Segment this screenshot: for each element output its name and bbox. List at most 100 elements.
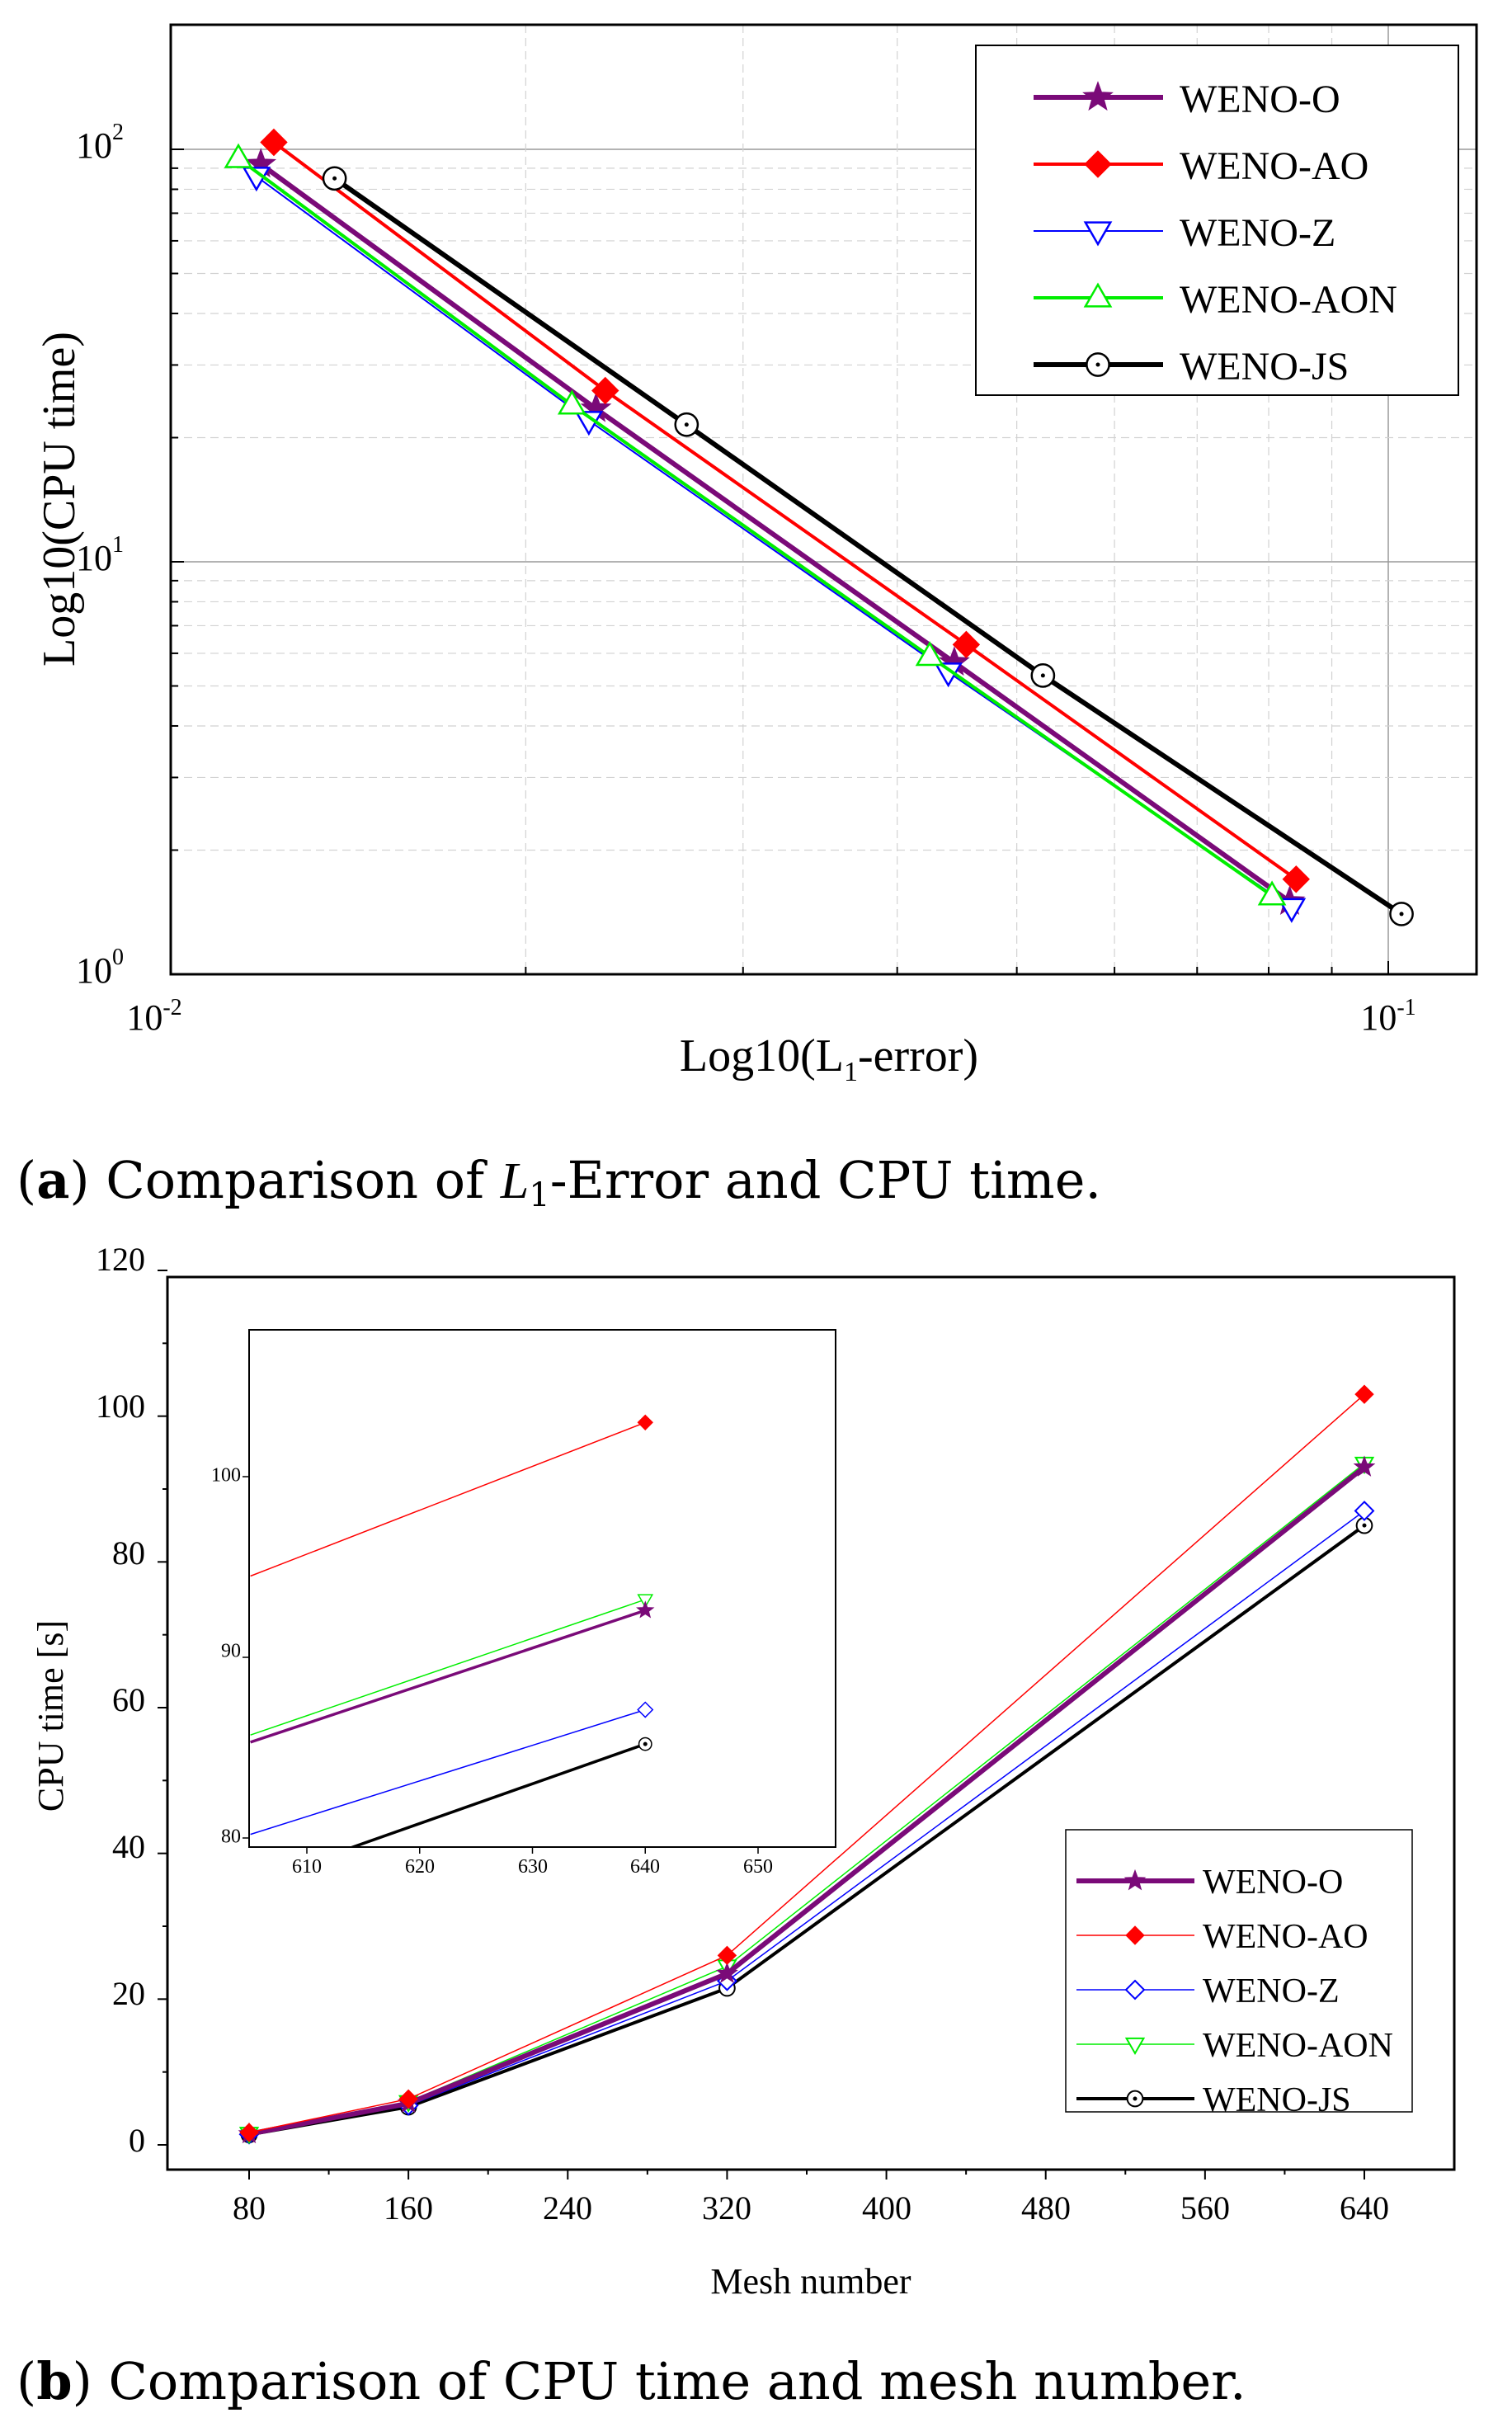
panel-b-xtick-label: 480 <box>1021 2189 1071 2227</box>
panel-b-legend-samples <box>1076 1869 1194 2108</box>
inset-tick-marks <box>243 1476 759 1854</box>
data-point-weno-js <box>322 166 347 191</box>
marker-diamond-shape <box>637 1414 653 1431</box>
legend-marker-weno-z <box>1083 221 1113 247</box>
legend-marker-weno-ao <box>1084 150 1112 178</box>
marker-circle-dot <box>1095 362 1100 367</box>
data-point-weno-aon <box>915 641 944 667</box>
inset-series-weno-ao <box>250 1414 653 1577</box>
marker-diamond-shape <box>1084 150 1112 178</box>
panel-b-xtick-label: 320 <box>702 2189 751 2227</box>
marker-circle-dot <box>1133 2096 1138 2101</box>
marker-diamond-shape <box>717 1945 737 1966</box>
marker-star-shape <box>1082 81 1114 111</box>
panel-b-y-axis-label: CPU time [s] <box>31 1620 71 1812</box>
marker-triangle-up-shape <box>1083 282 1113 308</box>
marker-star-shape <box>1123 1869 1147 1891</box>
data-point-weno-ao <box>398 2089 418 2109</box>
inset-point-weno-o <box>636 1600 655 1619</box>
series-line-weno-ao <box>272 140 1298 881</box>
caption-b: (b) Comparison of CPU time and mesh numb… <box>16 2351 1246 2411</box>
marker-star-shape <box>716 1962 738 1983</box>
inset-xtick-label: 640 <box>630 1856 660 1878</box>
panel-a-legend: WENO-O WENO-AO WENO-Z WENO-AON WENO-JS <box>975 45 1459 396</box>
panel-b-xtick-label: 400 <box>862 2189 911 2227</box>
series-line-weno-aon <box>237 157 1274 898</box>
legend-entry-weno-aon: WENO-AON <box>1180 278 1397 322</box>
inset-xtick-label: 610 <box>292 1856 322 1878</box>
inset-xtick-label: 620 <box>405 1856 435 1878</box>
panel-a-y-axis-label: Log10(CPU time) <box>34 332 85 667</box>
series-line-weno-ao <box>248 1393 1365 2133</box>
marker-triangle-down-shape <box>242 167 271 192</box>
panel-b-xtick-label: 240 <box>543 2189 592 2227</box>
inset-series-weno-js <box>348 1737 652 1847</box>
panel-b-ytick-label: 80 <box>112 1534 145 1572</box>
panel-a-plot-frame <box>169 23 1478 976</box>
legend-entry-weno-o: WENO-O <box>1203 1864 1343 1902</box>
panel-b-plot-frame <box>166 1275 1456 2171</box>
legend-marker-weno-aon <box>1083 282 1113 308</box>
panel-b-series <box>238 1384 1376 2145</box>
marker-diamond-shape <box>1124 1979 1146 2001</box>
inset-point-weno-js <box>638 1737 652 1751</box>
panel-b-tick-marks <box>158 1270 1365 2180</box>
marker-circle-dot <box>1362 1523 1367 1528</box>
panel-a-series <box>224 128 1414 926</box>
inset-point-weno-ao <box>637 1414 653 1431</box>
data-point-weno-ao <box>717 1945 737 1966</box>
marker-diamond-shape <box>1125 1925 1145 1945</box>
series-weno-aon <box>224 143 1287 906</box>
panel-b-xtick-label: 160 <box>384 2189 433 2227</box>
panel-b-ytick-label: 0 <box>129 2122 145 2159</box>
data-point-weno-js <box>674 412 699 437</box>
panel-a-xtick-label: 10-1 <box>1360 995 1415 1038</box>
series-weno-ao <box>260 128 1310 893</box>
legend-marker-weno-o <box>1082 81 1114 111</box>
inset-line-weno-ao <box>250 1421 646 1577</box>
marker-triangle-down-shape <box>1124 2037 1146 2056</box>
caption-a: (a) Comparison of L1-Error and CPU time. <box>16 1150 1101 1214</box>
legend-marker-weno-o <box>1123 1869 1147 1891</box>
panel-b-legend: WENO-O WENO-AO WENO-Z WENO-AON WENO-JS <box>1065 1829 1413 2119</box>
marker-diamond-shape <box>1282 865 1310 893</box>
panel-a-ytick-label: 100 <box>76 945 124 991</box>
legend-entry-weno-z: WENO-Z <box>1180 211 1335 255</box>
panel-a-legend-box <box>975 45 1459 396</box>
series-line-weno-o <box>248 1465 1366 2137</box>
panel-a-x-axis-label: Log10(L1-error) <box>680 1030 978 1087</box>
data-point-weno-ao <box>1354 1384 1374 1404</box>
inset-line-weno-z <box>250 1708 646 1836</box>
marker-star-shape <box>1353 1455 1376 1477</box>
panel-b-ytick-label: 60 <box>112 1681 145 1718</box>
data-point-weno-o <box>1353 1455 1376 1477</box>
data-point-weno-ao <box>952 630 981 659</box>
panel-a-ytick-label: 102 <box>76 120 124 166</box>
legend-marker-weno-js <box>1086 352 1110 377</box>
inset-series-weno-z <box>250 1701 654 1836</box>
marker-circle-dot <box>643 1741 648 1746</box>
inset-xtick-label: 650 <box>743 1856 773 1878</box>
marker-diamond-shape <box>591 376 619 405</box>
series-line-weno-o <box>259 162 1292 904</box>
inset-ytick-label: 90 <box>221 1641 241 1662</box>
inset-xtick-label: 630 <box>518 1856 548 1878</box>
marker-circle-dot <box>684 422 689 427</box>
data-point-weno-ao <box>260 128 288 157</box>
inset-point-weno-z <box>637 1701 654 1718</box>
marker-diamond-shape <box>398 2089 418 2109</box>
marker-diamond-shape <box>260 128 288 157</box>
panel-b-ytick-label: 40 <box>112 1828 145 1865</box>
legend-entry-weno-aon: WENO-AON <box>1203 2027 1393 2065</box>
marker-triangle-down-shape <box>1083 221 1113 247</box>
marker-diamond-shape <box>1354 1501 1375 1521</box>
panel-b-line-chart: 0 20 40 60 80 100 120 80 160 240 320 400… <box>31 1241 1456 2302</box>
data-point-weno-ao <box>239 2123 259 2142</box>
series-weno-js <box>322 166 1414 926</box>
data-point-weno-z <box>1354 1501 1375 1521</box>
panel-b-legend-box <box>1065 1829 1413 2113</box>
inset-frame <box>248 1329 836 1848</box>
data-point-weno-o <box>716 1962 738 1983</box>
legend-marker-weno-js <box>1126 2090 1144 2108</box>
